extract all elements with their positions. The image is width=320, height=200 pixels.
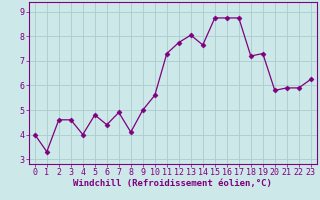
X-axis label: Windchill (Refroidissement éolien,°C): Windchill (Refroidissement éolien,°C) [73, 179, 272, 188]
